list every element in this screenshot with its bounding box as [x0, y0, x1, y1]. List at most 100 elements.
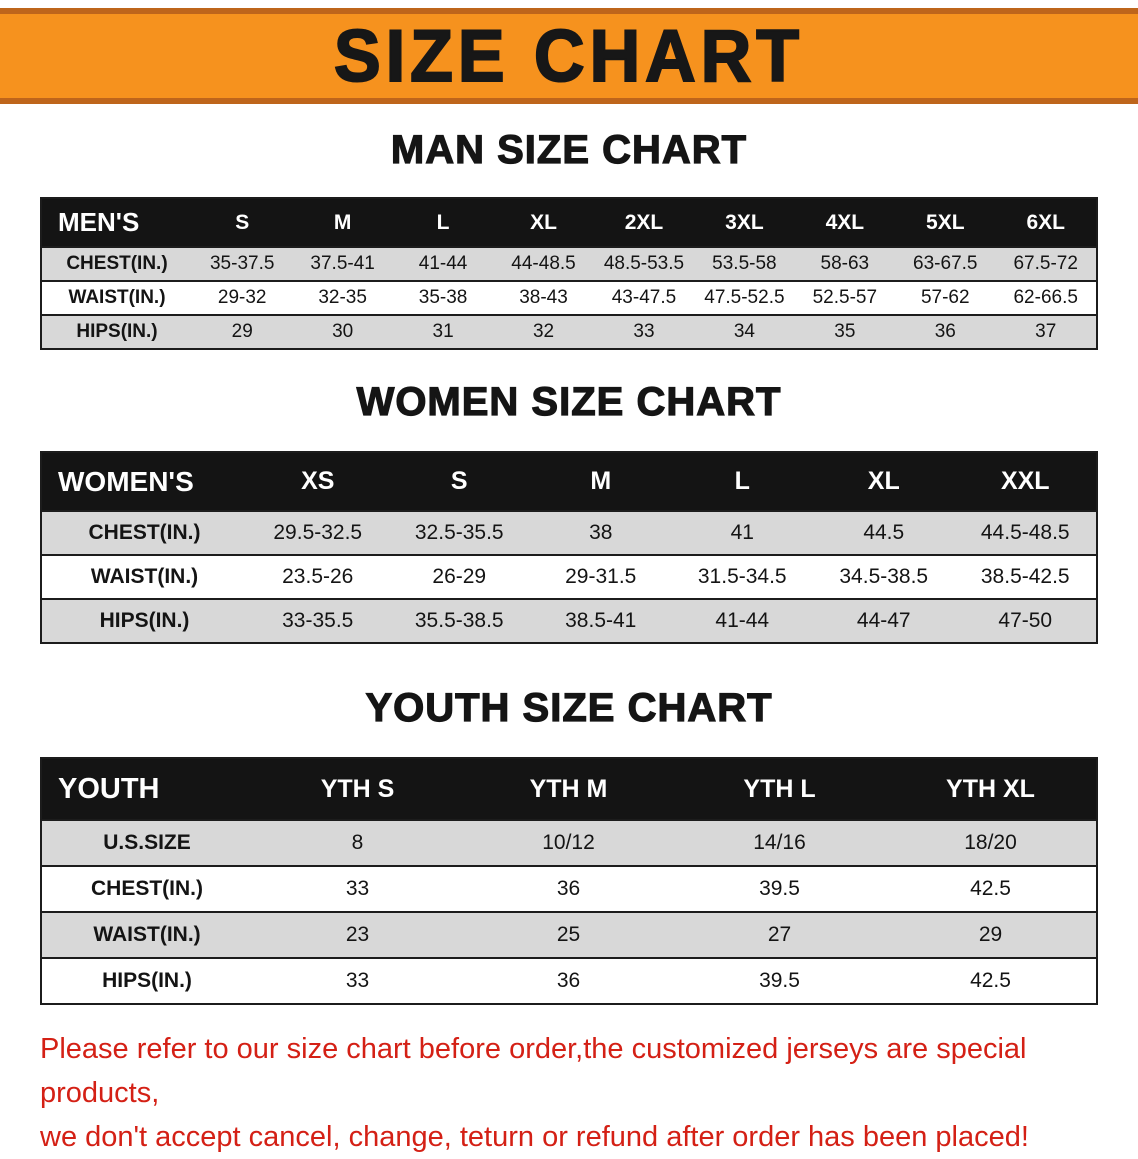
size-value: 52.5-57 [812, 287, 878, 308]
size-value: 58-63 [820, 253, 870, 274]
size-value: 34 [733, 321, 755, 342]
size-value: 67.5-72 [1013, 253, 1078, 274]
column-header: XS [301, 467, 335, 495]
size-value: 63-67.5 [913, 253, 978, 274]
row-label: WAIST(IN.) [93, 923, 201, 946]
banner-title: SIZE CHART [333, 14, 804, 98]
row-label: U.S.SIZE [103, 831, 191, 854]
table-row: HIPS(IN.) 33-35.5 35.5-38.5 38.5-41 41-44 44-… [42, 598, 1096, 642]
size-value: 14/16 [753, 831, 806, 854]
size-value: 42.5 [970, 969, 1011, 992]
column-header: S [235, 210, 250, 234]
disclaimer-line-2: we don't accept cancel, change, teturn o… [40, 1121, 1029, 1153]
banner: SIZE CHART [0, 8, 1138, 104]
column-header: XXL [1000, 467, 1050, 495]
table-header-row: MEN'S S M L XL 2XL 3XL 4XL 5XL 6XL [42, 199, 1096, 246]
row-label: CHEST(IN.) [88, 521, 201, 544]
size-value: 41-44 [418, 253, 468, 274]
man-size-chart-heading: MAN SIZE CHART [390, 127, 748, 172]
row-label: WAIST(IN.) [90, 565, 199, 588]
size-value: 26-29 [432, 565, 487, 588]
table-row: CHEST(IN.) 35-37.5 37.5-41 41-44 44-48.5 48.5… [42, 246, 1096, 280]
size-value: 41-44 [715, 609, 770, 632]
size-value: 8 [351, 831, 364, 854]
youth-size-chart-heading: YOUTH SIZE CHART [365, 685, 773, 730]
size-value: 53.5-58 [712, 253, 777, 274]
table-row: HIPS(IN.) 29 30 31 32 33 34 35 36 37 [42, 314, 1096, 348]
table-row: U.S.SIZE 8 10/12 14/16 18/20 [42, 819, 1096, 865]
table-row: CHEST(IN.) 29.5-32.5 32.5-35.5 38 41 44.5 44.5… [42, 510, 1096, 554]
column-header: YTH XL [946, 774, 1035, 803]
women-size-chart-heading: WOMEN SIZE CHART [356, 379, 782, 424]
size-value: 23.5-26 [282, 565, 354, 588]
column-header: XL [530, 210, 557, 234]
size-value: 38-43 [519, 287, 568, 308]
row-label: HIPS(IN.) [76, 321, 158, 342]
size-value: 42.5 [970, 877, 1011, 900]
size-value: 33 [345, 969, 370, 992]
size-value: 39.5 [759, 969, 800, 992]
size-value: 33 [345, 877, 370, 900]
size-value: 44.5 [863, 521, 905, 544]
size-value: 35.5-38.5 [414, 609, 504, 632]
size-value: 31.5-34.5 [697, 565, 787, 588]
row-label: CHEST(IN.) [91, 877, 203, 900]
column-header: M [590, 467, 612, 495]
youth-size-table: YOUTH YTH S YTH M YTH L YTH XL U.S.SIZE 8 10/12… [40, 757, 1098, 1005]
women-size-table: WOMEN'S XS S M L XL XXL CHEST(IN.) 29.5-32.5 32.5… [40, 451, 1098, 644]
size-value: 44-48.5 [511, 253, 576, 274]
men-size-table: MEN'S S M L XL 2XL 3XL 4XL 5XL 6XL CHEST(IN.) 35-37… [40, 197, 1098, 350]
size-value: 36 [556, 877, 581, 900]
size-value: 32 [532, 321, 555, 342]
size-value: 31 [432, 321, 454, 342]
size-value: 37.5-41 [310, 253, 375, 274]
size-value: 18/20 [964, 831, 1017, 854]
column-header: M [333, 210, 352, 234]
size-chart-page: SIZE CHART MAN SIZE CHART MEN'S S M L XL 2XL 3… [0, 8, 1138, 1159]
size-value: 29-32 [217, 287, 267, 308]
size-value: 38 [589, 521, 613, 544]
size-value: 62-66.5 [1013, 287, 1078, 308]
size-value: 57-62 [920, 287, 970, 308]
size-value: 38.5-41 [565, 609, 637, 632]
column-header: 4XL [825, 210, 865, 234]
table-header-row: WOMEN'S XS S M L XL XXL [42, 453, 1096, 510]
size-value: 47-50 [998, 609, 1053, 632]
disclaimer: Please refer to our size chart before or… [40, 1027, 1118, 1159]
section-youth: YOUTH SIZE CHART YOUTH YTH S YTH M YTH L YTH… [0, 685, 1138, 1005]
size-value: 32.5-35.5 [414, 521, 504, 544]
table-row: WAIST(IN.) 23.5-26 26-29 29-31.5 31.5-34.5 34… [42, 554, 1096, 598]
size-value: 29 [978, 923, 1003, 946]
size-value: 35-37.5 [209, 253, 275, 274]
size-value: 44-47 [856, 609, 911, 632]
column-header: XL [867, 467, 900, 495]
column-header: 2XL [624, 210, 664, 234]
disclaimer-line-1: Please refer to our size chart before or… [40, 1033, 1027, 1109]
size-value: 36 [934, 321, 956, 342]
table-header-label: WOMEN'S [58, 465, 194, 497]
size-value: 47.5-52.5 [704, 287, 785, 308]
table-row: HIPS(IN.) 33 36 39.5 42.5 [42, 957, 1096, 1003]
size-value: 43-47.5 [611, 287, 677, 308]
column-header: 5XL [926, 210, 965, 234]
size-value: 35 [834, 321, 856, 342]
section-men: MAN SIZE CHART MEN'S S M L XL 2XL 3XL 4XL 5XL 6XL… [0, 127, 1138, 350]
size-value: 27 [767, 923, 792, 946]
table-row: WAIST(IN.) 29-32 32-35 35-38 38-43 43-47.5 47.… [42, 280, 1096, 314]
table-header-row: YOUTH YTH S YTH M YTH L YTH XL [42, 759, 1096, 819]
size-value: 10/12 [542, 831, 595, 854]
size-value: 29-31.5 [565, 565, 637, 588]
column-header: 6XL [1026, 210, 1065, 234]
table-row: CHEST(IN.) 33 36 39.5 42.5 [42, 865, 1096, 911]
size-value: 36 [556, 969, 581, 992]
column-header: L [734, 467, 750, 495]
table-header-label: YOUTH [58, 772, 160, 805]
size-value: 44.5-48.5 [980, 521, 1070, 544]
row-label: WAIST(IN.) [68, 287, 166, 308]
size-value: 37 [1035, 321, 1057, 342]
table-row: WAIST(IN.) 23 25 27 29 [42, 911, 1096, 957]
column-header: S [450, 467, 468, 495]
size-value: 25 [556, 923, 581, 946]
size-value: 34.5-38.5 [839, 565, 929, 588]
size-value: 33 [633, 321, 655, 342]
